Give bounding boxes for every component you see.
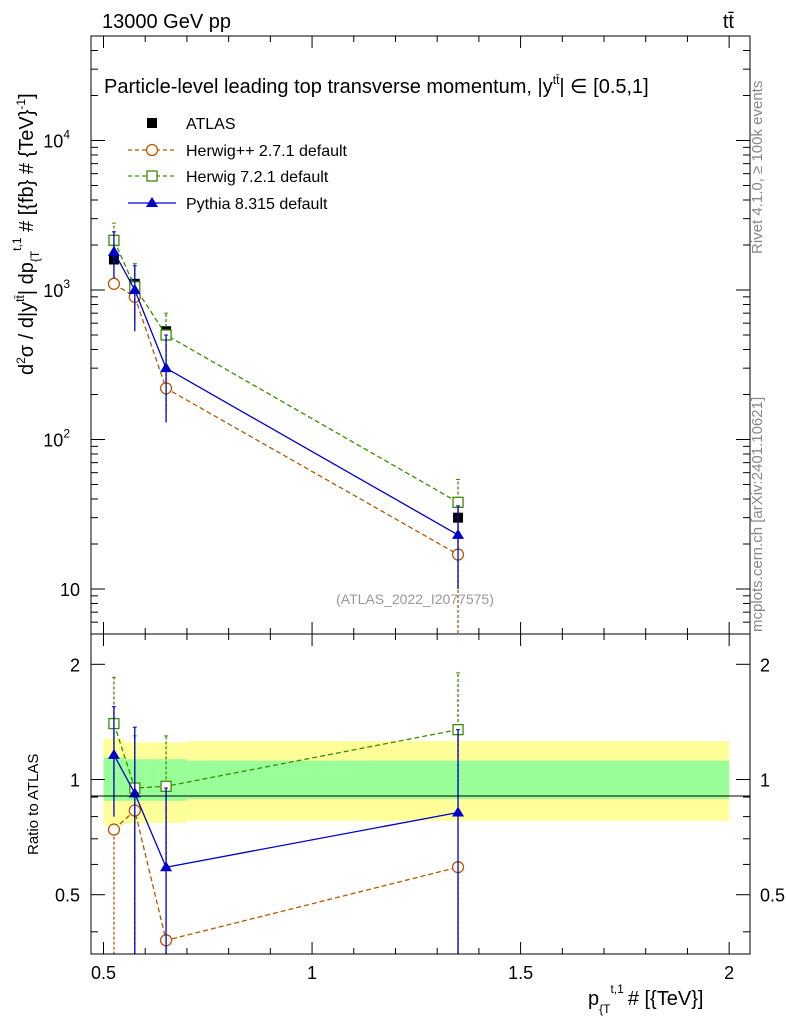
ratio-uncertainty-bands xyxy=(103,738,730,826)
x-tick-label: 0.5 xyxy=(91,963,116,983)
herwig7-main-line xyxy=(113,240,459,503)
legend-label-herwig7: Herwig 7.2.1 default xyxy=(186,169,329,186)
analysis-watermark: (ATLAS_2022_I2077575) xyxy=(336,591,494,607)
legend-label-atlas: ATLAS xyxy=(186,116,236,133)
x-tick-label: 1 xyxy=(307,963,317,983)
ratio-y-tick-label: 0.5 xyxy=(55,886,80,906)
y-tick-label: 103 xyxy=(43,277,70,301)
ratio-y-tick-label-right: 1 xyxy=(760,771,770,791)
ratio-y-tick-label-right: 0.5 xyxy=(760,886,785,906)
ratio-plot-frame xyxy=(90,633,751,955)
herwig7-ratio-line xyxy=(113,723,459,789)
y-tick-label: 10 xyxy=(60,580,80,600)
herwig-pp-ratio-line xyxy=(113,809,459,942)
legend-entry-herwig7: Herwig 7.2.1 default xyxy=(128,169,329,186)
legend-label-herwig-pp: Herwig++ 2.7.1 default xyxy=(186,143,348,160)
y-tick-label: 102 xyxy=(43,426,70,450)
x-axis-title: p{Tt,1 # [{TeV}] xyxy=(588,982,703,1016)
x-tick-label: 1.5 xyxy=(508,963,533,983)
herwig-pp-main-line xyxy=(113,283,459,556)
pythia-main-point xyxy=(128,283,141,294)
legend-entry-herwig-pp: Herwig++ 2.7.1 default xyxy=(128,143,348,160)
legend-entry-atlas: ATLAS xyxy=(147,116,236,133)
ratio-y-tick-label: 1 xyxy=(70,771,80,791)
main-series-layer xyxy=(107,222,465,634)
chart-title: Particle-level leading top transverse mo… xyxy=(104,73,649,98)
energy-label: 13000 GeV pp xyxy=(102,11,231,33)
legend-label-pythia: Pythia 8.315 default xyxy=(186,196,328,213)
ratio-y-tick-label: 2 xyxy=(70,655,80,675)
pythia-ratio-point xyxy=(128,787,141,798)
legend: ATLAS Herwig++ 2.7.1 default Herwig 7.2.… xyxy=(128,116,348,213)
y-tick-label: 104 xyxy=(43,127,70,151)
pythia-ratio-point xyxy=(452,806,465,817)
legend-entry-pythia: Pythia 8.315 default xyxy=(128,196,328,213)
ratio-y-tick-label-right: 2 xyxy=(760,655,770,675)
pythia-main-point xyxy=(107,245,120,256)
pythia-ratio-point xyxy=(160,861,173,872)
pythia-main-point xyxy=(452,528,465,539)
pythia-main-line xyxy=(113,251,459,536)
herwig-pp-main-point xyxy=(107,277,121,290)
y-axis-title: d2σ / d|ytt̄| dp{Tt,1 # [{fb} # {TeV}-1] xyxy=(10,93,42,375)
rivet-version-label: Rivet 4.1.0, ≥ 100k events xyxy=(749,81,766,254)
axis-ticks-layer: 0.5 1 1.5 2 10 102 103 104 0.5 0.5 1 1 2 2 xyxy=(43,35,785,983)
x-tick-label: 2 xyxy=(724,963,734,983)
ratio-axis-title: Ratio to ATLAS xyxy=(25,754,42,855)
mcplots-label: mcplots.cern.ch [arXiv:2401.10621] xyxy=(749,397,766,632)
pythia-ratio-line xyxy=(113,754,459,868)
pythia-main-point xyxy=(160,362,173,373)
y-axis-title-text: d2σ / d|ytt̄| dp{Tt,1 # [{fb} # {TeV}-1] xyxy=(10,93,42,375)
herwig-pp-ratio-point xyxy=(107,823,121,836)
process-label: tt̄ xyxy=(723,11,735,33)
ratio-series-layer xyxy=(107,672,465,954)
pythia-ratio-point xyxy=(107,748,120,759)
